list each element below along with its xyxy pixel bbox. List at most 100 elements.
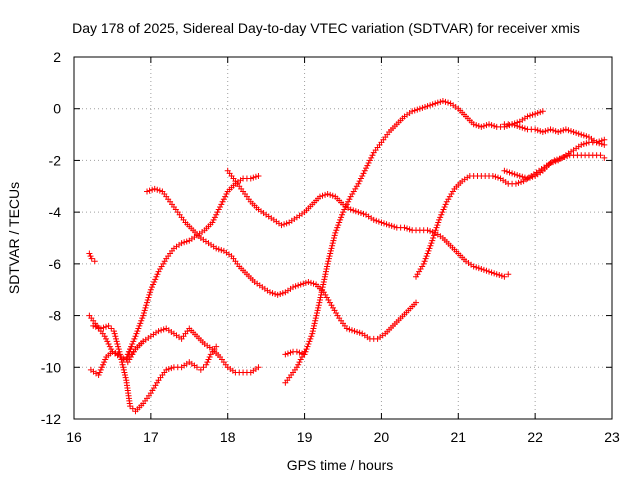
- data-point: [369, 152, 376, 159]
- data-point: [255, 364, 262, 371]
- data-point: [527, 112, 534, 119]
- data-point: [121, 369, 128, 376]
- data-point: [316, 297, 323, 304]
- data-point: [427, 102, 434, 109]
- data-point: [133, 330, 140, 337]
- data-point: [478, 266, 485, 273]
- data-point: [293, 348, 300, 355]
- data-point: [475, 265, 482, 272]
- data-point: [550, 159, 557, 166]
- data-point: [532, 110, 539, 117]
- data-point: [150, 281, 157, 288]
- data-point: [307, 279, 314, 286]
- data-point: [406, 226, 413, 233]
- data-point: [144, 297, 151, 304]
- data-point: [506, 169, 513, 176]
- data-point: [309, 328, 316, 335]
- data-point: [142, 304, 149, 311]
- data-point: [445, 99, 452, 106]
- data-point: [532, 126, 539, 133]
- data-point: [355, 209, 362, 216]
- data-point: [413, 299, 420, 306]
- data-point: [428, 240, 435, 247]
- data-point: [360, 170, 367, 177]
- data-point: [473, 264, 480, 271]
- data-point: [473, 122, 480, 129]
- x-tick-label: 17: [143, 429, 159, 445]
- data-point: [421, 258, 428, 265]
- data-point: [578, 131, 585, 138]
- data-point: [315, 304, 322, 311]
- data-point: [365, 160, 372, 167]
- data-point: [409, 108, 416, 115]
- data-point: [330, 237, 337, 244]
- data-series-5: [124, 325, 262, 376]
- data-point: [480, 122, 487, 129]
- data-point: [552, 128, 559, 135]
- data-point: [97, 366, 104, 373]
- data-point: [501, 167, 508, 174]
- data-point: [503, 168, 510, 175]
- data-point: [529, 173, 536, 180]
- data-point: [210, 216, 217, 223]
- data-point: [491, 270, 498, 277]
- data-point: [318, 289, 325, 296]
- data-point: [293, 364, 300, 371]
- y-tick-label: 0: [53, 101, 61, 117]
- data-point: [269, 290, 276, 297]
- data-point: [333, 227, 340, 234]
- data-point: [338, 214, 345, 221]
- data-point: [534, 110, 541, 117]
- data-point: [281, 221, 288, 228]
- data-point: [124, 351, 131, 358]
- data-point: [583, 140, 590, 147]
- data-point: [146, 187, 153, 194]
- data-point: [601, 136, 608, 143]
- x-tick-label: 19: [297, 429, 313, 445]
- data-point: [103, 335, 110, 342]
- x-tick-label: 21: [450, 429, 466, 445]
- data-point: [524, 175, 531, 182]
- data-point: [343, 325, 350, 332]
- data-point: [140, 309, 147, 316]
- data-point: [361, 167, 368, 174]
- y-tick-label: -2: [49, 152, 62, 168]
- data-point: [430, 235, 437, 241]
- data-point: [324, 263, 331, 270]
- data-point: [296, 349, 303, 356]
- data-point: [103, 323, 110, 330]
- data-point: [404, 225, 411, 232]
- data-point: [345, 198, 352, 205]
- data-point: [432, 100, 439, 107]
- data-point: [324, 191, 331, 198]
- data-point: [92, 323, 99, 330]
- data-points: [86, 97, 608, 415]
- data-point: [313, 312, 320, 319]
- data-point: [575, 130, 582, 137]
- data-point: [320, 281, 327, 288]
- data-series-7: [144, 185, 420, 342]
- data-point: [354, 328, 361, 335]
- data-point: [122, 374, 129, 381]
- data-point: [181, 239, 188, 246]
- data-point: [539, 108, 546, 115]
- data-point: [311, 320, 318, 327]
- data-point: [284, 350, 291, 357]
- data-point: [427, 242, 434, 249]
- y-tick-label: -12: [41, 411, 61, 427]
- data-point: [343, 201, 350, 208]
- data-point: [312, 317, 319, 324]
- data-point: [580, 132, 587, 139]
- data-point: [147, 289, 154, 296]
- data-point: [148, 284, 155, 291]
- data-point: [115, 346, 122, 353]
- data-point: [279, 290, 286, 297]
- data-point: [433, 224, 440, 231]
- data-point: [370, 216, 377, 223]
- data-point: [560, 127, 567, 134]
- data-point: [301, 348, 308, 355]
- data-point: [431, 229, 438, 236]
- data-point: [509, 121, 516, 128]
- data-point: [564, 153, 571, 160]
